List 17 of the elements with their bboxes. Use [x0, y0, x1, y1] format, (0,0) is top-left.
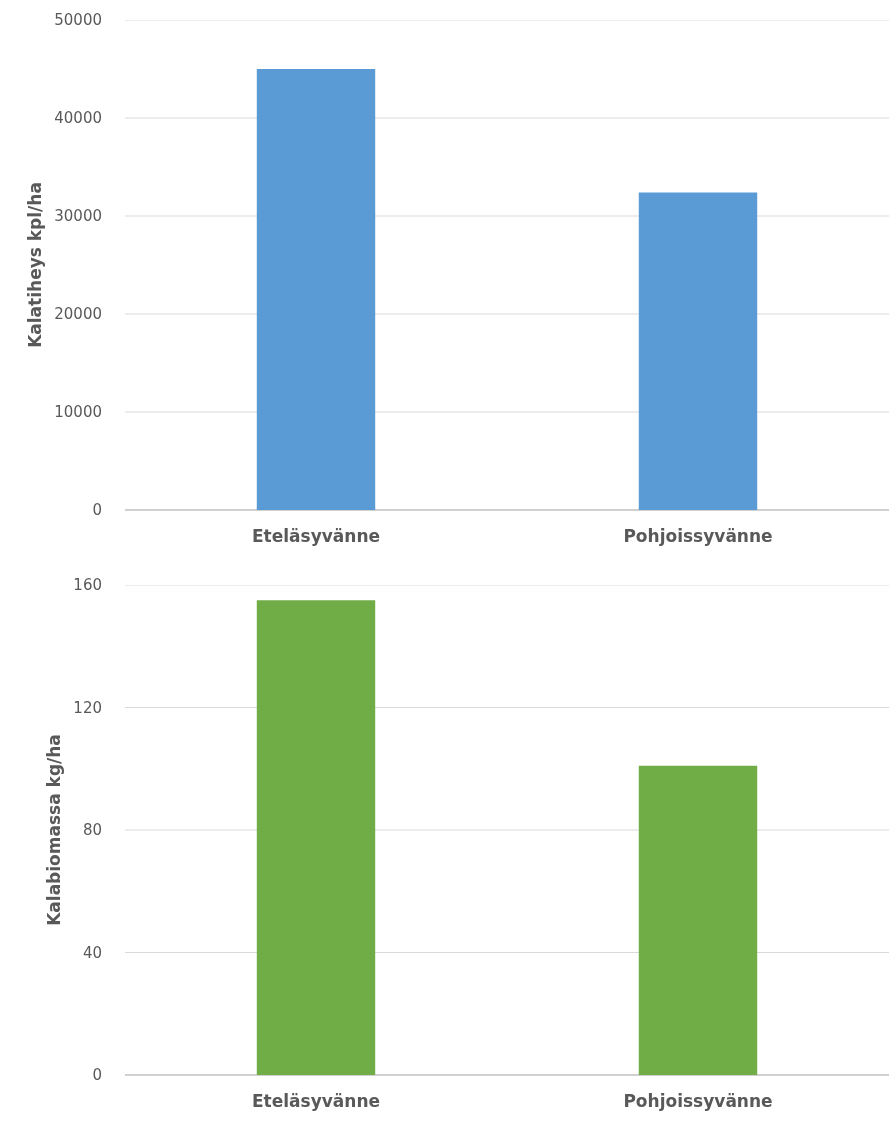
- y-tick-label: 0: [92, 1066, 102, 1085]
- y-tick-label: 80: [82, 821, 102, 840]
- y-tick-label: 10000: [54, 403, 102, 422]
- x-tick-label: Eteläsyvänne: [251, 526, 381, 546]
- y-axis-title: Kalatiheys kpl/ha: [24, 182, 45, 348]
- y-axis-title: Kalabiomassa kg/ha: [43, 734, 64, 926]
- x-tick-label: Eteläsyvänne: [251, 1091, 381, 1111]
- y-tick-label: 20000: [54, 305, 102, 324]
- y-tick-label: 40000: [54, 109, 102, 128]
- y-tick-label: 50000: [54, 11, 102, 30]
- x-tick-label: Pohjoissyvänne: [623, 526, 773, 546]
- x-tick-label: Pohjoissyvänne: [623, 1091, 773, 1111]
- y-tick-label: 120: [73, 698, 102, 717]
- y-tick-label: 160: [73, 576, 102, 595]
- y-tick-label: 40: [82, 943, 102, 962]
- y-tick-label: 0: [92, 501, 102, 520]
- y-tick-label: 30000: [54, 207, 102, 226]
